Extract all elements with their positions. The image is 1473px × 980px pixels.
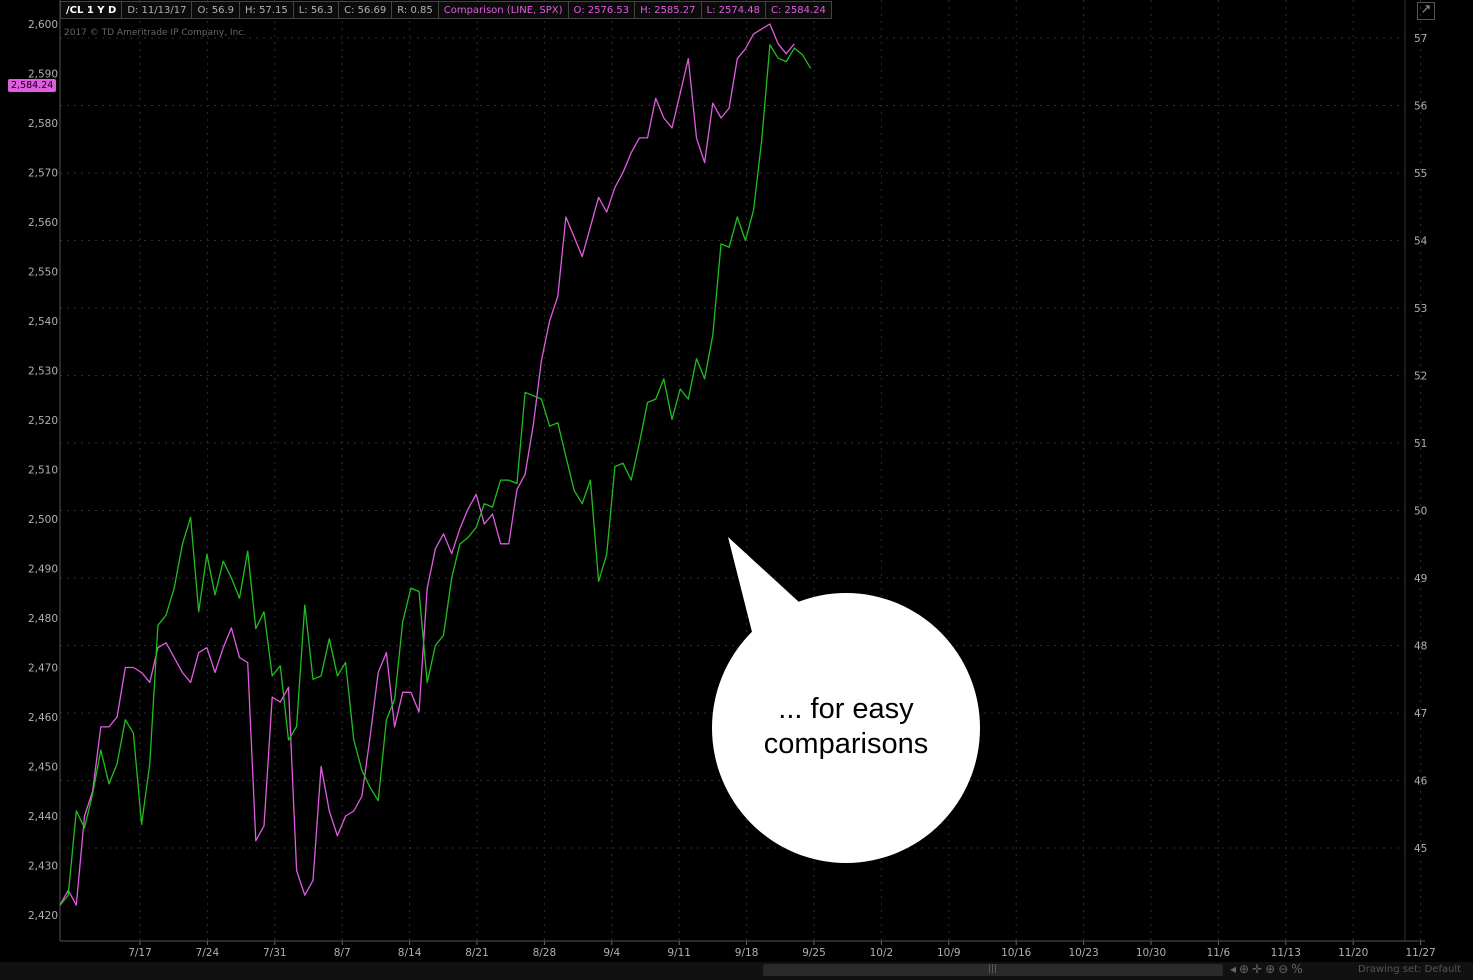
left-tick-label: 2,440 (28, 811, 58, 823)
comparison-low: L: 2574.48 (701, 1, 767, 19)
x-tick-label: 11/20 (1338, 947, 1368, 959)
x-tick-label: 10/9 (937, 947, 961, 959)
right-tick-label: 57 (1414, 33, 1427, 45)
left-tick-label: 2,550 (28, 267, 58, 279)
right-tick-label: 52 (1414, 371, 1427, 383)
comparison-label[interactable]: Comparison (LINE, SPX) (438, 1, 569, 19)
x-tick-label: 7/31 (263, 947, 287, 959)
left-tick-label: 2,580 (28, 118, 58, 130)
chart-header: /CL 1 Y D D: 11/13/17 O: 56.9 H: 57.15 L… (60, 1, 832, 19)
right-tick-label: 49 (1414, 573, 1427, 585)
copyright-notice: 2017 © TD Ameritrade IP Company, Inc. (64, 28, 247, 38)
x-tick-label: 8/28 (533, 947, 557, 959)
high-label: H: 57.15 (240, 1, 294, 19)
comparison-close: C: 2584.24 (766, 1, 832, 19)
left-tick-label: 2,460 (28, 712, 58, 724)
left-tick-label: 2,510 (28, 465, 58, 477)
left-tick-label: 2,430 (28, 861, 58, 873)
x-axis-ticks: 7/17 7/24 7/31 8/7 8/14 8/21 8/28 9/4 9/11 9/18 9/… (128, 941, 1436, 959)
left-tick-label: 2,600 (28, 19, 58, 31)
x-tick-label: 11/27 (1405, 947, 1435, 959)
pan-left-icon[interactable]: ◂ (1230, 962, 1240, 976)
x-tick-label: 11/6 (1207, 947, 1231, 959)
low-label: L: 56.3 (293, 1, 340, 19)
x-tick-label: 8/21 (465, 947, 489, 959)
x-tick-label: 9/18 (735, 947, 759, 959)
x-tick-label: 10/16 (1001, 947, 1032, 959)
right-tick-label: 53 (1414, 303, 1427, 315)
spx-series-line (59, 23, 795, 906)
left-tick-label: 2,490 (28, 564, 58, 576)
left-tick-label: 2,420 (28, 910, 58, 922)
x-tick-label: 8/7 (334, 947, 351, 959)
comparison-high: H: 2585.27 (635, 1, 702, 19)
scroll-grip[interactable]: ||| (988, 964, 998, 974)
right-tick-label: 55 (1414, 168, 1427, 180)
zoom-in-icon[interactable]: ⊕ (1265, 962, 1279, 976)
callout-line-2: comparisons (763, 728, 929, 760)
price-tag: 2,584.24 (8, 79, 57, 92)
right-tick-label: 46 (1414, 776, 1428, 788)
right-tick-label: 56 (1414, 101, 1428, 113)
chart-tools: ◂⊕✛⊕⊖% (1230, 962, 1306, 976)
callout-text: ... for easy comparisons (716, 692, 976, 762)
crosshair-icon[interactable]: ✛ (1252, 962, 1266, 976)
left-tick-label: 2,500 (28, 514, 58, 526)
x-tick-label: 10/23 (1068, 947, 1098, 959)
x-tick-label: 8/14 (398, 947, 422, 959)
x-tick-label: 9/11 (667, 947, 691, 959)
right-tick-label: 50 (1414, 506, 1427, 518)
left-tick-label: 2,530 (28, 366, 58, 378)
x-tick-label: 11/13 (1271, 947, 1301, 959)
x-tick-label: 9/25 (802, 947, 826, 959)
percent-icon[interactable]: % (1291, 962, 1306, 976)
zoom-out-icon[interactable]: ⊖ (1278, 962, 1292, 976)
left-tick-label: 2,520 (28, 415, 58, 427)
left-tick-label: 2,480 (28, 613, 58, 625)
series-layer (59, 23, 812, 906)
right-tick-label: 45 (1414, 843, 1427, 855)
x-tick-label: 9/4 (603, 947, 620, 959)
left-tick-label: 2,540 (28, 316, 58, 328)
grid-lines (60, 0, 1422, 941)
right-tick-label: 51 (1414, 438, 1427, 450)
cl-series-line (59, 44, 812, 906)
right-tick-label: 48 (1414, 641, 1427, 653)
left-tick-label: 2,470 (28, 663, 58, 675)
right-tick-label: 47 (1414, 708, 1427, 720)
x-tick-label: 10/2 (870, 947, 894, 959)
scroll-thumb[interactable] (763, 964, 1223, 976)
x-tick-label: 7/24 (196, 947, 220, 959)
drawing-set-label: Drawing set: Default (1358, 964, 1462, 975)
x-tick-label: 10/30 (1136, 947, 1166, 959)
x-tick-label: 7/17 (128, 947, 152, 959)
range-label: R: 0.85 (392, 1, 439, 19)
comparison-open: O: 2576.53 (568, 1, 636, 19)
left-tick-label: 2,560 (28, 217, 58, 229)
speech-bubble (712, 537, 980, 863)
symbol-label[interactable]: /CL 1 Y D (60, 1, 123, 19)
left-tick-label: 2,590 (28, 69, 58, 81)
left-axis-ticks: 2,420 2,430 2,440 2,450 2,460 2,470 2,480 2,490… (28, 19, 58, 922)
open-label: O: 56.9 (192, 1, 240, 19)
right-axis-ticks: 45 46 47 48 49 50 51 52 53 54 55 56 57 (1414, 33, 1428, 855)
date-label: D: 11/13/17 (122, 1, 193, 19)
zoom-icon[interactable]: ⊕ (1239, 962, 1253, 976)
left-tick-label: 2,570 (28, 168, 58, 180)
close-label: C: 56.69 (339, 1, 393, 19)
right-tick-label: 54 (1414, 236, 1428, 248)
left-tick-label: 2,450 (28, 762, 58, 774)
callout-line-1: ... for easy (778, 693, 914, 725)
expand-icon[interactable]: ↗ (1417, 2, 1435, 20)
